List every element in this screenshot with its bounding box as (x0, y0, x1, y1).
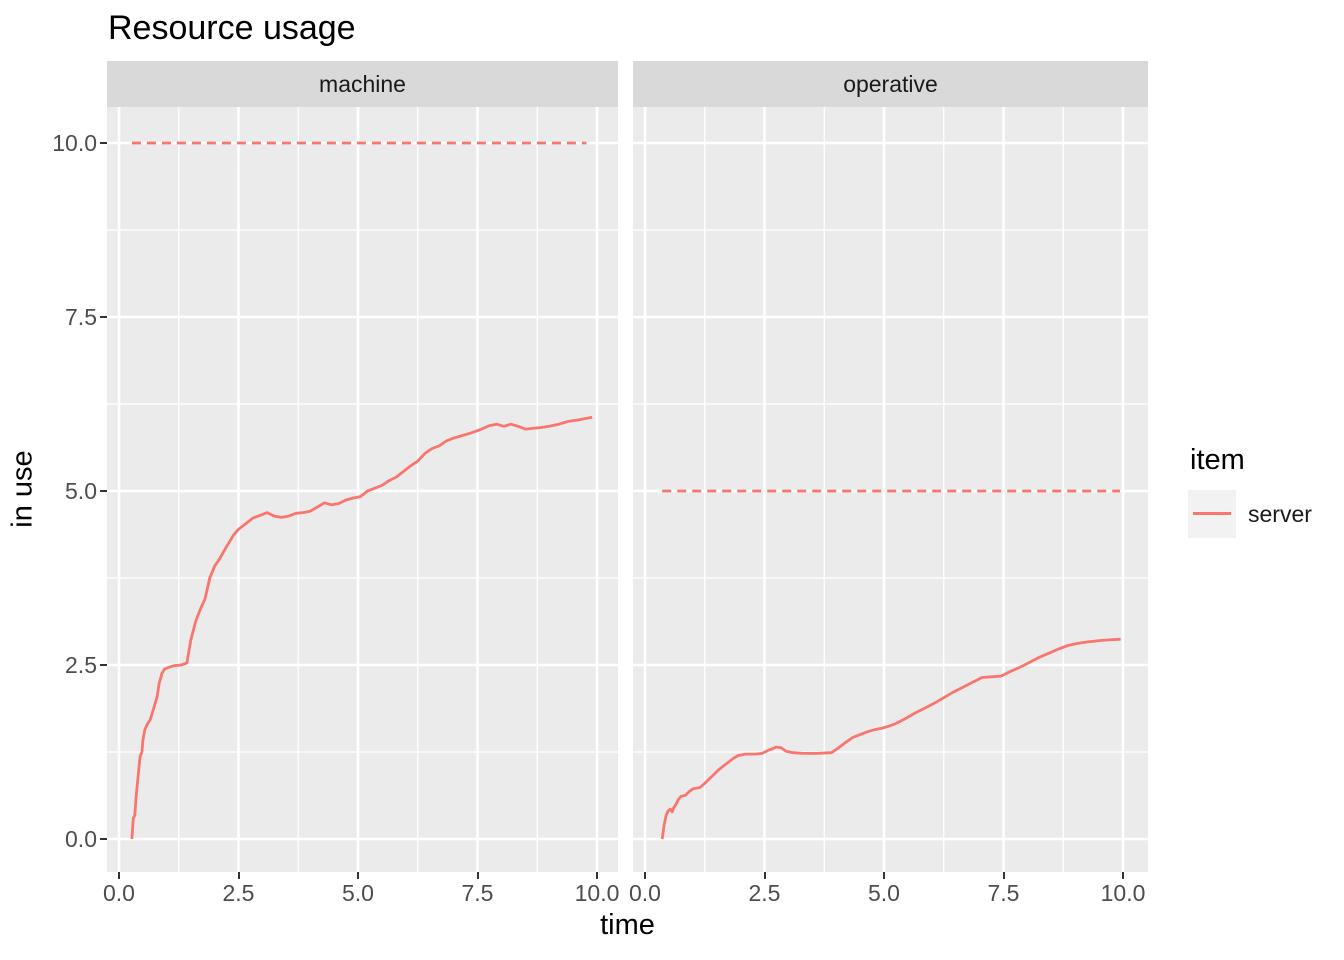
x-axis-tick (763, 872, 766, 879)
x-axis-tick (237, 872, 240, 879)
x-tick-label: 10.0 (574, 880, 620, 906)
y-tick-label: 10.0 (52, 130, 97, 156)
plot-panel-operative (633, 107, 1148, 872)
machine-line-plot (107, 107, 618, 872)
y-axis-tick (100, 664, 107, 666)
facet-strip-label: operative (843, 70, 938, 97)
x-axis-tick (644, 872, 646, 879)
y-axis-tick (100, 838, 107, 840)
legend: item server (1188, 444, 1312, 538)
x-axis-tick (883, 872, 885, 879)
plot-panel-machine (107, 107, 618, 872)
x-axis-tick (118, 872, 120, 879)
y-tick-label: 5.0 (65, 478, 97, 504)
y-axis-title: in use (6, 450, 39, 528)
facet-strip-machine: machine (107, 61, 618, 107)
y-tick-label: 7.5 (65, 304, 97, 330)
x-axis-title: time (600, 909, 655, 941)
legend-key (1188, 490, 1236, 538)
x-axis-tick (596, 872, 598, 879)
x-tick-label: 0.0 (629, 880, 661, 906)
y-axis-tick (100, 490, 107, 492)
plot-title: Resource usage (108, 9, 356, 47)
x-tick-label: 7.5 (461, 880, 494, 906)
facet-strip-operative: operative (633, 61, 1148, 107)
legend-label: server (1248, 500, 1312, 527)
y-tick-label: 2.5 (65, 652, 97, 678)
x-tick-label: 10.0 (1100, 880, 1146, 906)
legend-title: item (1190, 444, 1245, 476)
y-axis-tick (100, 142, 107, 144)
x-tick-label: 2.5 (222, 880, 255, 906)
x-tick-label: 7.5 (987, 880, 1020, 906)
y-tick-label: 0.0 (65, 826, 97, 852)
y-axis-tick (100, 316, 107, 318)
series-line-server (660, 637, 1121, 840)
x-tick-label: 5.0 (868, 880, 900, 906)
x-tick-label: 5.0 (342, 880, 374, 906)
x-tick-label: 2.5 (748, 880, 781, 906)
legend-entry-server: server (1188, 490, 1312, 538)
x-tick-label: 0.0 (103, 880, 135, 906)
x-axis-tick (1122, 872, 1124, 879)
x-axis-tick (357, 872, 359, 879)
legend-line-icon (1193, 512, 1231, 515)
x-axis-tick (476, 872, 479, 879)
operative-line-plot (633, 107, 1148, 872)
series-line-server (130, 415, 593, 840)
x-axis-tick (1002, 872, 1005, 879)
facet-strip-label: machine (319, 70, 406, 97)
